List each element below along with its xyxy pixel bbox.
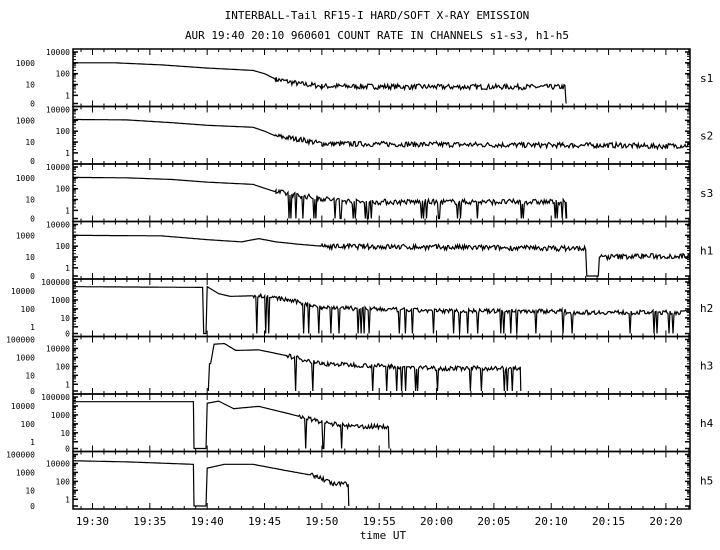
x-tick-label: 20:05 xyxy=(477,515,510,528)
y-tick-label: 0 xyxy=(30,272,35,281)
y-tick-label: 1 xyxy=(30,323,35,332)
panel-label-s2: s2 xyxy=(700,129,713,142)
series-s3 xyxy=(73,176,568,220)
y-tick-label: 0 xyxy=(30,387,35,396)
series-h3 xyxy=(207,343,522,392)
y-tick-label: 1000 xyxy=(16,59,35,68)
y-tick-label: 10000 xyxy=(46,106,70,115)
y-tick-label: 10 xyxy=(60,429,70,438)
y-tick-label: 100 xyxy=(56,185,71,194)
y-tick-label: 10000 xyxy=(11,287,35,296)
y-tick-label: 1 xyxy=(65,495,70,504)
y-tick-label: 100000 xyxy=(6,451,35,460)
x-tick-label: 20:15 xyxy=(592,515,625,528)
y-tick-label: 0 xyxy=(30,100,35,109)
panel-label-s1: s1 xyxy=(700,72,713,85)
series-h5 xyxy=(73,460,350,507)
y-tick-label: 100 xyxy=(56,477,71,486)
y-tick-label: 1 xyxy=(65,206,70,215)
y-tick-label: 1000 xyxy=(16,174,35,183)
y-tick-label: 100 xyxy=(21,420,36,429)
y-tick-label: 1000 xyxy=(51,411,70,420)
y-tick-label: 1 xyxy=(30,438,35,447)
y-tick-label: 100 xyxy=(56,242,71,251)
panel-frame-h5 xyxy=(72,450,691,510)
y-tick-label: 100 xyxy=(56,362,71,371)
panel-frame-s3 xyxy=(72,163,691,223)
series-s1 xyxy=(73,62,567,104)
panel-frame-s2 xyxy=(72,105,691,165)
x-tick-label: 19:35 xyxy=(133,515,166,528)
panel-label-h5: h5 xyxy=(700,474,713,487)
y-tick-label: 10000 xyxy=(46,344,70,353)
y-tick-label: 1 xyxy=(65,91,70,100)
series-h2 xyxy=(73,285,691,335)
y-tick-label: 10000 xyxy=(46,48,70,57)
y-tick-label: 1000 xyxy=(16,353,35,362)
panel-label-h3: h3 xyxy=(700,359,713,372)
series-h1 xyxy=(73,234,691,277)
y-tick-label: 0 xyxy=(30,157,35,166)
panel-frame-s1 xyxy=(72,48,691,108)
x-tick-label: 19:45 xyxy=(248,515,281,528)
y-tick-label: 1000 xyxy=(16,116,35,125)
y-tick-label: 10 xyxy=(25,138,35,147)
y-tick-label: 0 xyxy=(65,330,70,339)
x-axis-label: time UT xyxy=(360,529,407,542)
y-tick-label: 10 xyxy=(25,81,35,90)
panel-label-h1: h1 xyxy=(700,244,713,257)
y-tick-label: 100000 xyxy=(41,393,70,402)
panel-frame-h1 xyxy=(72,220,691,280)
y-tick-label: 0 xyxy=(30,502,35,511)
chart-subtitle: AUR 19:40 20:10 960601 COUNT RATE IN CHA… xyxy=(185,29,569,42)
x-tick-label: 20:20 xyxy=(649,515,682,528)
x-tick-label: 19:55 xyxy=(363,515,396,528)
y-tick-label: 10 xyxy=(60,314,70,323)
y-tick-label: 1 xyxy=(65,264,70,273)
y-tick-label: 1000 xyxy=(51,296,70,305)
y-tick-label: 100 xyxy=(56,127,71,136)
x-tick-label: 19:40 xyxy=(191,515,224,528)
y-tick-label: 10000 xyxy=(46,221,70,230)
y-tick-label: 100000 xyxy=(6,336,35,345)
y-tick-label: 1000 xyxy=(16,468,35,477)
y-tick-label: 0 xyxy=(65,445,70,454)
y-tick-label: 10 xyxy=(25,371,35,380)
y-tick-label: 10000 xyxy=(46,459,70,468)
x-tick-label: 19:50 xyxy=(305,515,338,528)
y-tick-label: 10 xyxy=(25,253,35,262)
panel-frame-h4 xyxy=(72,393,691,453)
y-tick-label: 1 xyxy=(65,380,70,389)
y-tick-label: 1000 xyxy=(16,231,35,240)
x-tick-label: 19:30 xyxy=(76,515,109,528)
chart-title: INTERBALL-Tail RF15-I HARD/SOFT X-RAY EM… xyxy=(225,9,530,22)
panel-label-h4: h4 xyxy=(700,417,714,430)
x-tick-label: 20:10 xyxy=(535,515,568,528)
y-tick-label: 100 xyxy=(21,305,36,314)
series-s2 xyxy=(73,118,691,151)
y-tick-label: 10000 xyxy=(46,163,70,172)
x-tick-label: 20:00 xyxy=(420,515,453,528)
panel-label-h2: h2 xyxy=(700,302,713,315)
y-tick-label: 100000 xyxy=(41,278,70,287)
panel-label-s3: s3 xyxy=(700,187,713,200)
y-tick-label: 10 xyxy=(25,486,35,495)
series-h4 xyxy=(73,400,390,450)
y-tick-label: 10 xyxy=(25,196,35,205)
y-tick-label: 1 xyxy=(65,149,70,158)
y-tick-label: 100 xyxy=(56,70,71,79)
y-tick-label: 10000 xyxy=(11,402,35,411)
y-tick-label: 0 xyxy=(30,215,35,224)
